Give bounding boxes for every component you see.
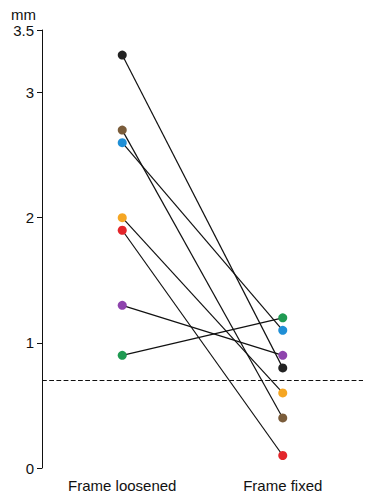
svg-text:3.5: 3.5 (13, 22, 34, 39)
svg-text:Frame loosened: Frame loosened (68, 477, 176, 494)
svg-text:Frame fixed: Frame fixed (243, 477, 322, 494)
svg-text:mm: mm (11, 6, 36, 23)
svg-text:3: 3 (26, 84, 34, 101)
svg-text:1: 1 (26, 334, 34, 351)
svg-text:0: 0 (26, 460, 34, 477)
svg-text:2: 2 (26, 209, 34, 226)
